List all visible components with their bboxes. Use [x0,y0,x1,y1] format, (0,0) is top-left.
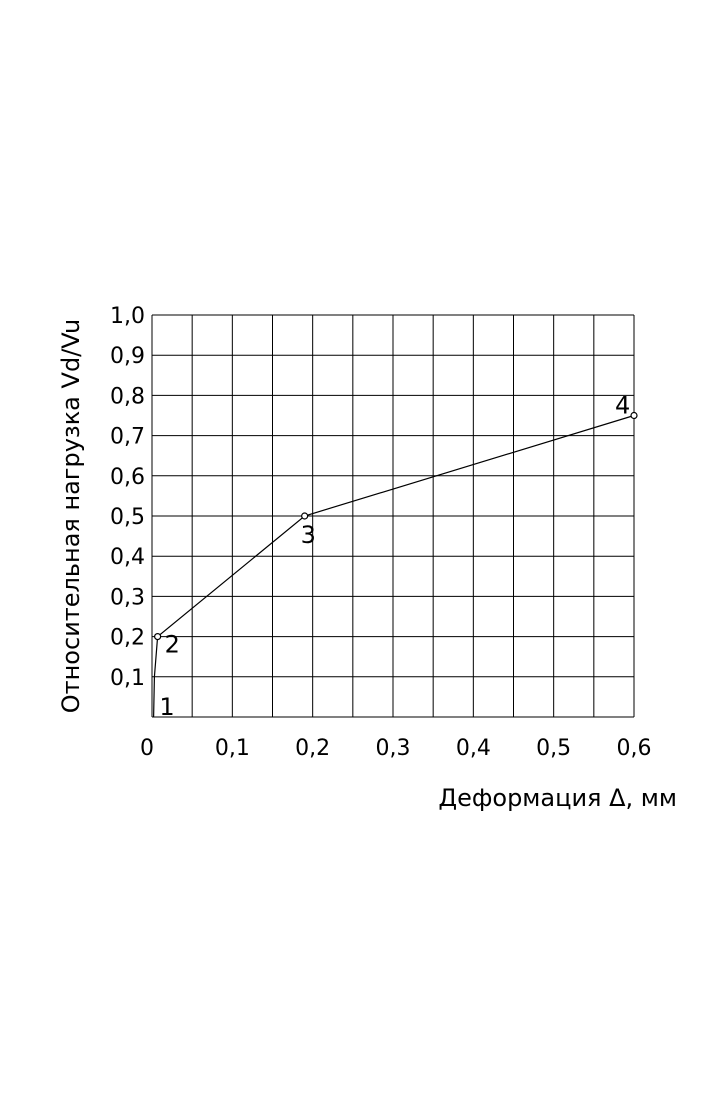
data-line [153,414,635,718]
y-tick-label: 0,4 [110,545,145,570]
data-point [630,411,638,420]
x-tick-labels: 0 0,1 0,2 0,3 0,4 0,5 0,6 [140,736,652,761]
point-label: 4 [615,392,630,420]
x-tick-label: 0,4 [456,736,491,761]
series-line [153,411,638,718]
y-tick-label: 0,1 [110,666,145,691]
y-tick-label: 0,7 [110,425,145,450]
point-labels: 1 2 3 4 [159,392,630,722]
y-tick-label: 0,8 [110,384,145,409]
x-tick-label: 0,5 [536,736,571,761]
y-tick-label: 0,9 [110,344,145,369]
x-tick-label: 0,1 [215,736,250,761]
point-label: 3 [301,521,316,549]
y-tick-label: 0,5 [110,505,145,530]
x-tick-label: 0,2 [295,736,330,761]
x-tick-label: 0 [140,736,154,761]
x-tick-label: 0,3 [376,736,411,761]
y-tick-label: 0,6 [110,465,145,490]
x-tick-label: 0,6 [617,736,652,761]
point-label: 1 [159,693,174,721]
y-tick-label: 0,3 [110,585,145,610]
x-axis-label: Деформация Δ, мм [438,784,677,812]
y-tick-label: 0,2 [110,626,145,651]
point-label: 2 [165,631,180,659]
y-tick-labels: 0,1 0,2 0,3 0,4 0,5 0,6 0,7 0,8 0,9 1,0 [110,304,145,691]
y-axis-label: Относительная нагрузка Vd/Vu [57,319,85,714]
grid [151,314,635,718]
y-tick-label: 1,0 [110,304,145,329]
data-point [301,512,309,520]
data-point [154,632,162,641]
